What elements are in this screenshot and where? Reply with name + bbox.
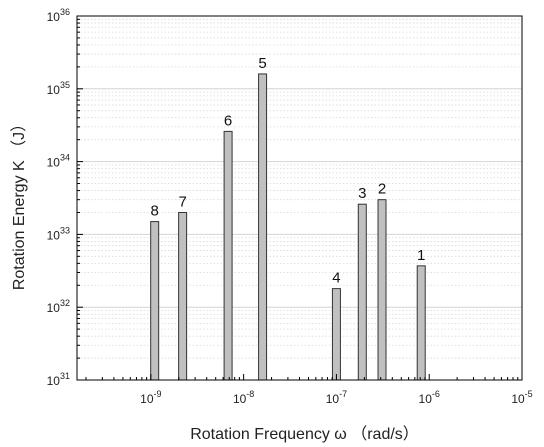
y-tick-label: 1036 <box>47 7 70 24</box>
bar-label-5: 5 <box>258 55 266 72</box>
bar-7 <box>178 211 188 381</box>
x-tick-label: 10-8 <box>233 389 254 406</box>
y-axis-title: Rotation Energy K （J） <box>10 116 28 290</box>
y-tick-label: 1032 <box>47 298 70 315</box>
bar-6 <box>223 130 233 381</box>
y-tick-label: 1034 <box>47 153 70 170</box>
bar-label-3: 3 <box>358 185 366 202</box>
bar-label-1: 1 <box>417 247 425 264</box>
bar-label-4: 4 <box>332 270 340 287</box>
x-tick-label: 10-9 <box>140 389 161 406</box>
bar-1 <box>416 265 426 381</box>
bar-4 <box>331 288 341 381</box>
y-tick-label: 1033 <box>47 225 70 242</box>
bar-8 <box>150 221 160 381</box>
bar-2 <box>377 199 387 381</box>
bar-5 <box>258 73 268 381</box>
tick-labels: 1031 1032 1033 1034 1035 1036 10-9 10-8 10-7 10-6… <box>47 7 533 406</box>
grid-lines <box>77 18 522 381</box>
y-tick-label: 1031 <box>47 371 70 388</box>
bar-3 <box>357 203 367 381</box>
bar-labels: 8 7 6 5 4 3 2 1 <box>151 55 426 287</box>
bar-label-8: 8 <box>151 203 159 220</box>
bars <box>150 73 426 381</box>
x-tick-label: 10-5 <box>511 389 532 406</box>
plot-frame <box>76 15 523 381</box>
x-axis-title: Rotation Frequency ω （rad/s） <box>190 425 419 443</box>
axis-ticks <box>77 15 523 381</box>
x-tick-label: 10-6 <box>419 389 440 406</box>
y-tick-label: 1035 <box>47 80 70 97</box>
x-tick-label: 10-7 <box>326 389 347 406</box>
bar-label-2: 2 <box>378 181 386 198</box>
bar-label-7: 7 <box>178 193 186 210</box>
bar-label-6: 6 <box>224 112 232 129</box>
